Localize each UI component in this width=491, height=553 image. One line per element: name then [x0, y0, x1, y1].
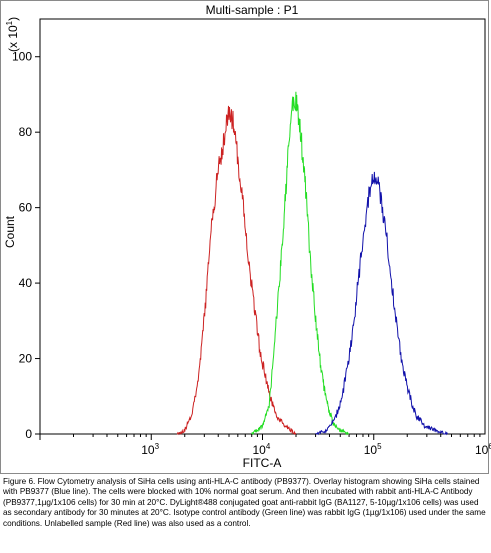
y-tick-label: 40	[19, 276, 33, 290]
figure-caption: Figure 6. Flow Cytometry analysis of SiH…	[3, 477, 486, 528]
y-tick-label: 60	[19, 201, 33, 215]
y-tick-label: 80	[19, 125, 33, 139]
plot-area-frame	[39, 18, 486, 435]
y-tick-label: 100	[12, 50, 32, 64]
histogram-series-0	[176, 105, 297, 436]
x-tick-label: 106	[475, 442, 491, 457]
y-multiplier-label: (x 101)	[5, 17, 20, 52]
flow-cytometry-histogram: Multi-sample : P1 (x 101) Count FITC-A 0…	[3, 3, 491, 470]
y-tick-label: 0	[25, 427, 32, 441]
chart-title: Multi-sample : P1	[206, 3, 299, 17]
y-tick-label: 20	[19, 352, 33, 366]
x-tick-label: 105	[364, 442, 382, 457]
x-tick-label: 104	[253, 442, 271, 457]
y-axis-label: Count	[3, 215, 17, 248]
x-tick-label: 103	[141, 442, 159, 457]
x-axis-label: FITC-A	[243, 456, 282, 470]
figure-frame	[0, 0, 489, 474]
histogram-series-2	[315, 171, 448, 436]
